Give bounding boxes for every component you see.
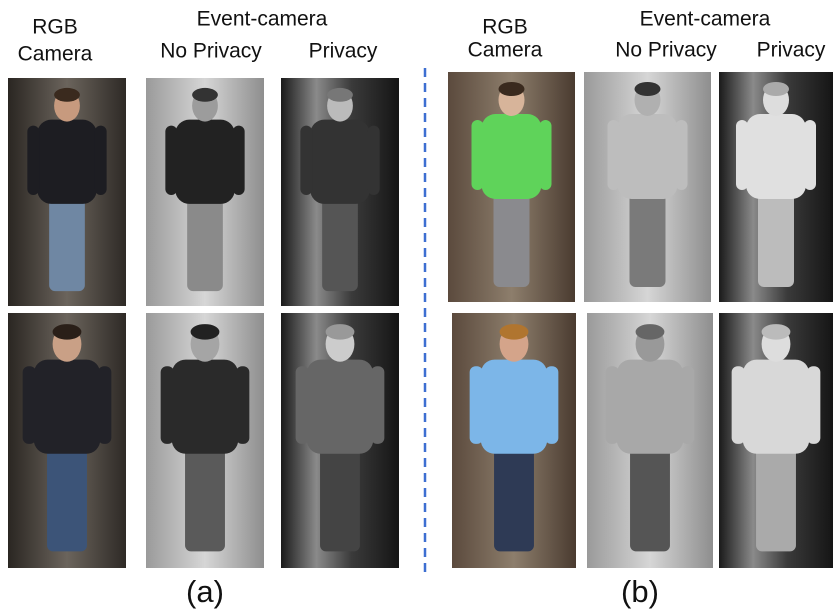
torso xyxy=(617,360,684,454)
arm xyxy=(233,126,245,195)
figure: RGB Camera Event-camera No Privacy Priva… xyxy=(0,0,833,614)
hair xyxy=(327,88,353,102)
photo xyxy=(719,313,833,568)
arm xyxy=(300,126,312,195)
legs xyxy=(320,446,360,551)
arm xyxy=(608,120,620,190)
arm xyxy=(27,126,39,195)
page: RGB Camera Event-camera No Privacy Priva… xyxy=(0,0,833,614)
arm xyxy=(470,366,483,444)
torso xyxy=(481,360,548,454)
arm xyxy=(296,366,309,444)
photo xyxy=(281,78,399,306)
photo xyxy=(448,72,575,302)
arm xyxy=(732,366,745,444)
arm xyxy=(472,120,484,190)
photo xyxy=(584,72,711,302)
arm xyxy=(807,366,820,444)
hair xyxy=(762,324,791,340)
arm xyxy=(371,366,384,444)
legs xyxy=(47,446,87,551)
hair xyxy=(636,324,665,340)
arm xyxy=(676,120,688,190)
hair xyxy=(499,82,525,96)
photo xyxy=(281,313,399,568)
rgb-label: Camera xyxy=(18,43,93,66)
torso xyxy=(310,120,369,204)
torso xyxy=(743,360,810,454)
rgb-label: RGB xyxy=(32,16,78,39)
hair xyxy=(192,88,218,102)
arm xyxy=(161,366,174,444)
arm xyxy=(95,126,107,195)
photo xyxy=(146,78,264,306)
torso xyxy=(175,120,234,204)
rgb-label: RGB xyxy=(482,16,528,39)
arm xyxy=(165,126,177,195)
legs xyxy=(494,192,530,287)
hair xyxy=(635,82,661,96)
photo xyxy=(452,313,576,568)
photo xyxy=(8,313,126,568)
torso xyxy=(482,114,542,199)
photo xyxy=(587,313,713,568)
legs xyxy=(630,192,666,287)
arm xyxy=(540,120,552,190)
hair xyxy=(54,88,80,102)
legs xyxy=(187,197,223,291)
hair xyxy=(500,324,529,340)
legs xyxy=(494,446,534,551)
torso xyxy=(307,360,374,454)
event-label: Event-camera xyxy=(197,8,328,31)
photo xyxy=(146,313,264,568)
legs xyxy=(756,446,796,551)
torso xyxy=(172,360,239,454)
arm xyxy=(804,120,816,190)
hair xyxy=(191,324,220,340)
column-label: Privacy xyxy=(757,39,826,62)
arm xyxy=(98,366,111,444)
hair xyxy=(53,324,82,340)
arm xyxy=(606,366,619,444)
caption: (a) xyxy=(186,574,224,609)
photo xyxy=(719,72,833,302)
legs xyxy=(758,192,794,287)
arm xyxy=(23,366,36,444)
arm xyxy=(236,366,249,444)
photo xyxy=(8,78,126,306)
event-label: Event-camera xyxy=(640,8,771,31)
arm xyxy=(736,120,748,190)
legs xyxy=(49,197,85,291)
caption: (b) xyxy=(621,574,659,609)
legs xyxy=(630,446,670,551)
arm xyxy=(681,366,694,444)
torso xyxy=(618,114,678,199)
legs xyxy=(322,197,358,291)
column-label: No Privacy xyxy=(615,39,717,62)
column-label: Privacy xyxy=(309,40,378,63)
hair xyxy=(763,82,789,96)
torso xyxy=(37,120,96,204)
legs xyxy=(185,446,225,551)
torso xyxy=(34,360,101,454)
rgb-label: Camera xyxy=(468,39,543,62)
hair xyxy=(326,324,355,340)
torso xyxy=(746,114,806,199)
arm xyxy=(545,366,558,444)
arm xyxy=(368,126,380,195)
column-label: No Privacy xyxy=(160,40,262,63)
